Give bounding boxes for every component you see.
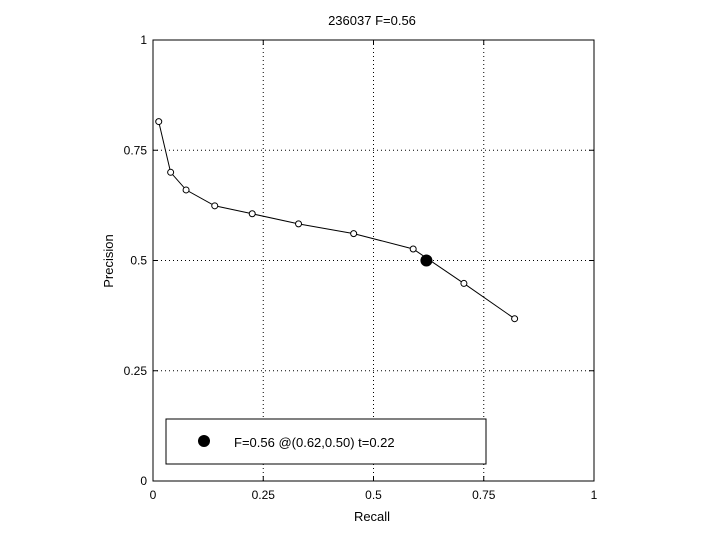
y-tick-label: 0.75 <box>124 143 148 157</box>
y-tick-label: 0 <box>140 474 147 488</box>
legend-box <box>165 418 487 465</box>
x-tick-label: 0.75 <box>472 488 496 502</box>
chart-title: 236037 F=0.56 <box>328 13 416 28</box>
x-axis-label: Recall <box>354 509 390 524</box>
legend-label: F=0.56 @(0.62,0.50) t=0.22 <box>234 435 395 450</box>
legend-marker <box>198 435 210 447</box>
data-point <box>409 245 417 253</box>
data-point <box>182 186 190 194</box>
series-line <box>158 121 515 320</box>
data-point <box>350 230 358 238</box>
y-tick-label: 0.25 <box>124 364 148 378</box>
data-point <box>511 315 519 323</box>
x-tick-labels: 0 0.25 0.5 0.75 1 <box>150 488 598 502</box>
axis-ticks <box>152 39 595 482</box>
x-tick-label: 1 <box>591 488 598 502</box>
series-group <box>155 118 519 323</box>
data-point <box>211 202 219 210</box>
y-tick-labels: 0 0.25 0.5 0.75 1 <box>124 33 148 488</box>
data-point <box>167 168 175 176</box>
x-tick-label: 0.5 <box>365 488 382 502</box>
data-point <box>460 279 468 287</box>
data-point <box>295 220 303 228</box>
legend: F=0.56 @(0.62,0.50) t=0.22 <box>165 418 487 465</box>
data-point <box>155 118 163 126</box>
y-tick-label: 1 <box>140 33 147 47</box>
grid-lines <box>153 40 594 481</box>
x-tick-label: 0.25 <box>252 488 276 502</box>
best-f-point <box>420 254 433 267</box>
y-axis-label: Precision <box>101 234 116 287</box>
y-tick-label: 0.5 <box>130 254 147 268</box>
data-point <box>248 210 256 218</box>
x-tick-label: 0 <box>150 488 157 502</box>
